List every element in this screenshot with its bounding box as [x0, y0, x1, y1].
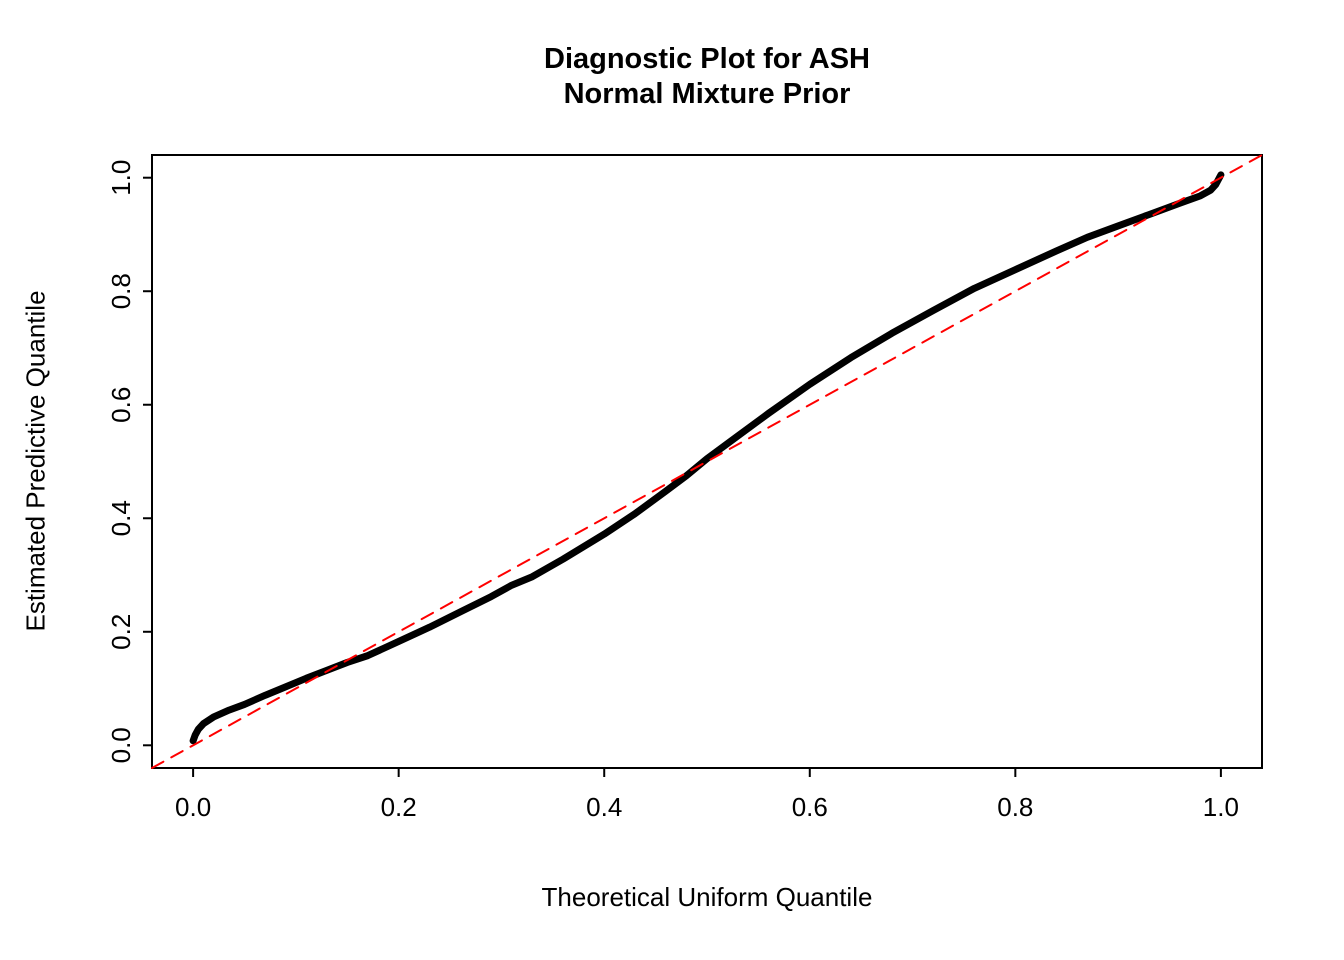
- y-tick-label: 1.0: [106, 160, 136, 196]
- x-tick-label: 0.4: [586, 792, 622, 822]
- x-tick-label: 0.0: [175, 792, 211, 822]
- plot-box: [151, 154, 1263, 769]
- x-tick-label: 0.2: [381, 792, 417, 822]
- x-tick-label: 0.8: [997, 792, 1033, 822]
- estimated-quantile-curve: [189, 171, 1225, 745]
- y-tick-label: 0.0: [106, 727, 136, 763]
- x-axis-label: Theoretical Uniform Quantile: [541, 882, 873, 912]
- chart-title: Diagnostic Plot for ASH Normal Mixture P…: [152, 42, 1262, 112]
- y-axis-label: Estimated Predictive Quantile: [20, 290, 51, 632]
- x-tick-label: 0.6: [792, 792, 828, 822]
- y-tick-label: 0.2: [106, 614, 136, 650]
- chart-title-line-1: Diagnostic Plot for ASH: [544, 43, 870, 75]
- x-tick-label: 1.0: [1203, 792, 1239, 822]
- y-tick-label: 0.6: [106, 387, 136, 423]
- y-tick-label: 0.4: [106, 500, 136, 536]
- chart-title-line-2: Normal Mixture Prior: [563, 78, 851, 110]
- y-tick-label: 0.8: [106, 273, 136, 309]
- identity-reference-line: [151, 154, 1263, 769]
